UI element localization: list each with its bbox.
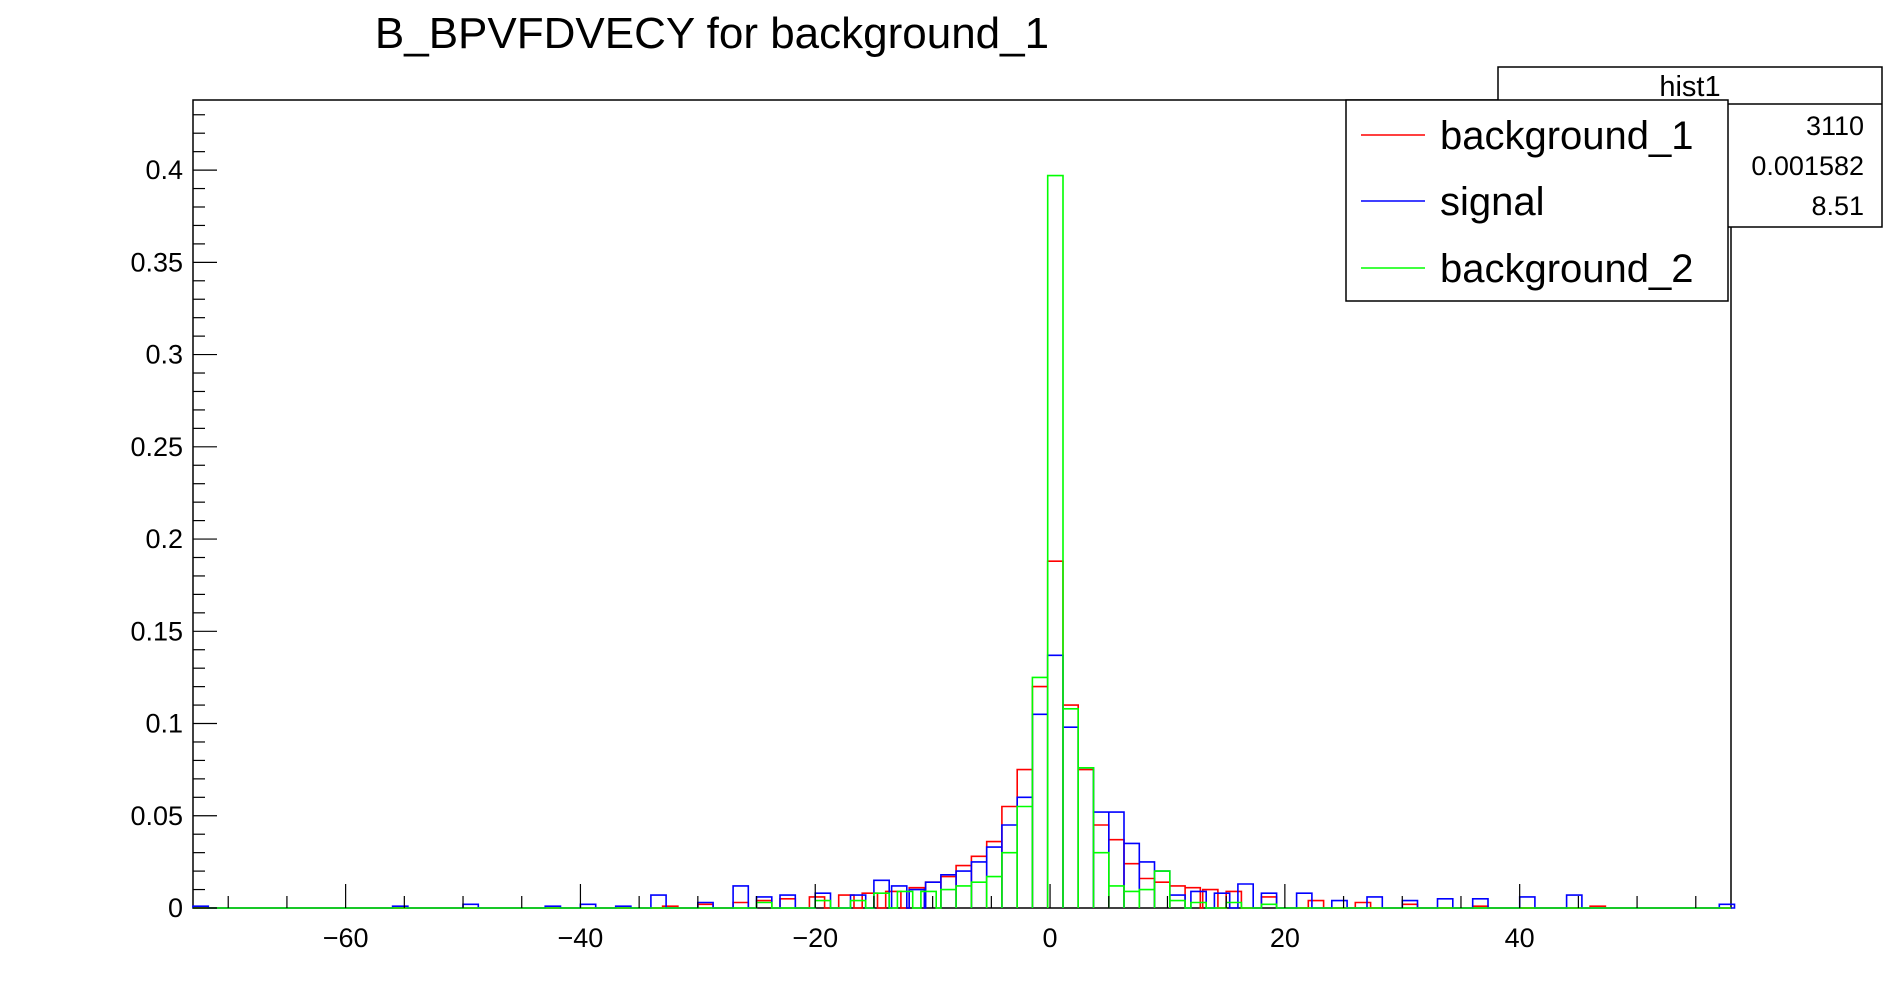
- y-tick-label: 0.25: [130, 432, 183, 462]
- stats-value-entries: 3110: [1806, 111, 1864, 141]
- chart-title: B_BPVFDVECY for background_1: [375, 9, 1049, 58]
- y-tick-label: 0: [168, 893, 183, 923]
- x-tick-label: −60: [323, 923, 369, 953]
- histogram-series-1: [193, 560, 1731, 909]
- plot-area-frame: [192, 99, 1732, 909]
- histogram-series-3: [193, 174, 1731, 909]
- x-tick-label: 40: [1505, 923, 1535, 953]
- histogram-series-2: [192, 654, 1736, 909]
- y-tick-label: 0.1: [145, 709, 183, 739]
- y-tick-label: 0.3: [145, 340, 183, 370]
- x-tick-label: 20: [1270, 923, 1300, 953]
- legend: background_1 signal background_2: [1345, 99, 1729, 302]
- y-tick-label: 0.4: [145, 155, 183, 185]
- stats-box-title: hist1: [1659, 71, 1720, 103]
- legend-label-background-1: background_1: [1440, 114, 1694, 158]
- x-tick-label: 0: [1043, 923, 1058, 953]
- y-tick-label: 0.35: [130, 247, 183, 277]
- y-tick-label: 0.2: [145, 524, 183, 554]
- stats-value-stddev: 8.51: [1811, 191, 1864, 221]
- plot-frame: [192, 99, 1732, 909]
- x-tick-label: −40: [558, 923, 604, 953]
- y-axis: 0 0.05 0.1 0.15 0.2 0.25 0.3 0.35 0.4: [130, 114, 217, 923]
- x-axis: −60 −40 −20 0 20 40: [227, 884, 1697, 953]
- stats-value-mean: 0.001582: [1751, 151, 1864, 181]
- legend-label-background-2: background_2: [1440, 247, 1694, 291]
- y-tick-label: 0.15: [130, 616, 183, 646]
- x-tick-label: −20: [792, 923, 838, 953]
- y-tick-label: 0.05: [130, 801, 183, 831]
- legend-label-signal: signal: [1440, 180, 1545, 224]
